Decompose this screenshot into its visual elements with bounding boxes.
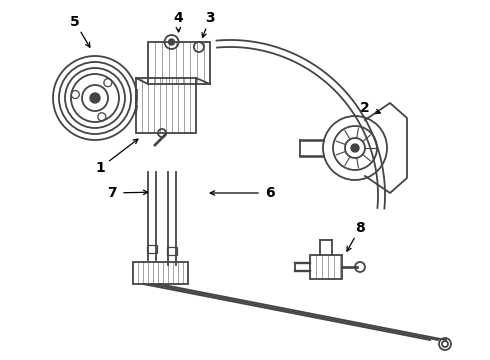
Text: 4: 4	[173, 11, 183, 25]
Bar	[310, 255, 342, 279]
Text: 3: 3	[205, 11, 215, 25]
Bar	[133, 262, 188, 284]
Text: 8: 8	[355, 221, 365, 235]
Bar	[167, 247, 177, 255]
Circle shape	[169, 39, 174, 45]
Text: 2: 2	[360, 101, 370, 115]
Text: 6: 6	[265, 186, 275, 200]
Text: 1: 1	[95, 161, 105, 175]
Text: 7: 7	[107, 186, 117, 200]
Circle shape	[351, 144, 359, 152]
Bar	[148, 42, 210, 84]
Bar	[136, 78, 196, 133]
Circle shape	[90, 93, 100, 103]
Text: 5: 5	[70, 15, 80, 29]
Bar	[147, 245, 157, 253]
